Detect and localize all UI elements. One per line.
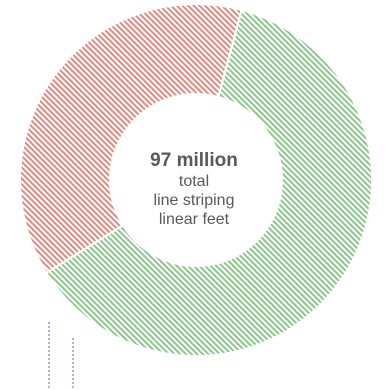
center-line-3: linear feet <box>158 211 230 228</box>
center-line-1: total <box>178 173 210 190</box>
leader-lines <box>48 322 74 390</box>
center-line-2: line striping <box>153 192 235 209</box>
donut-slice-0 <box>45 8 373 357</box>
center-value: 97 million <box>150 150 238 171</box>
center-label: 97 million total line striping linear fe… <box>124 150 264 229</box>
donut-slice-1 <box>19 3 243 275</box>
